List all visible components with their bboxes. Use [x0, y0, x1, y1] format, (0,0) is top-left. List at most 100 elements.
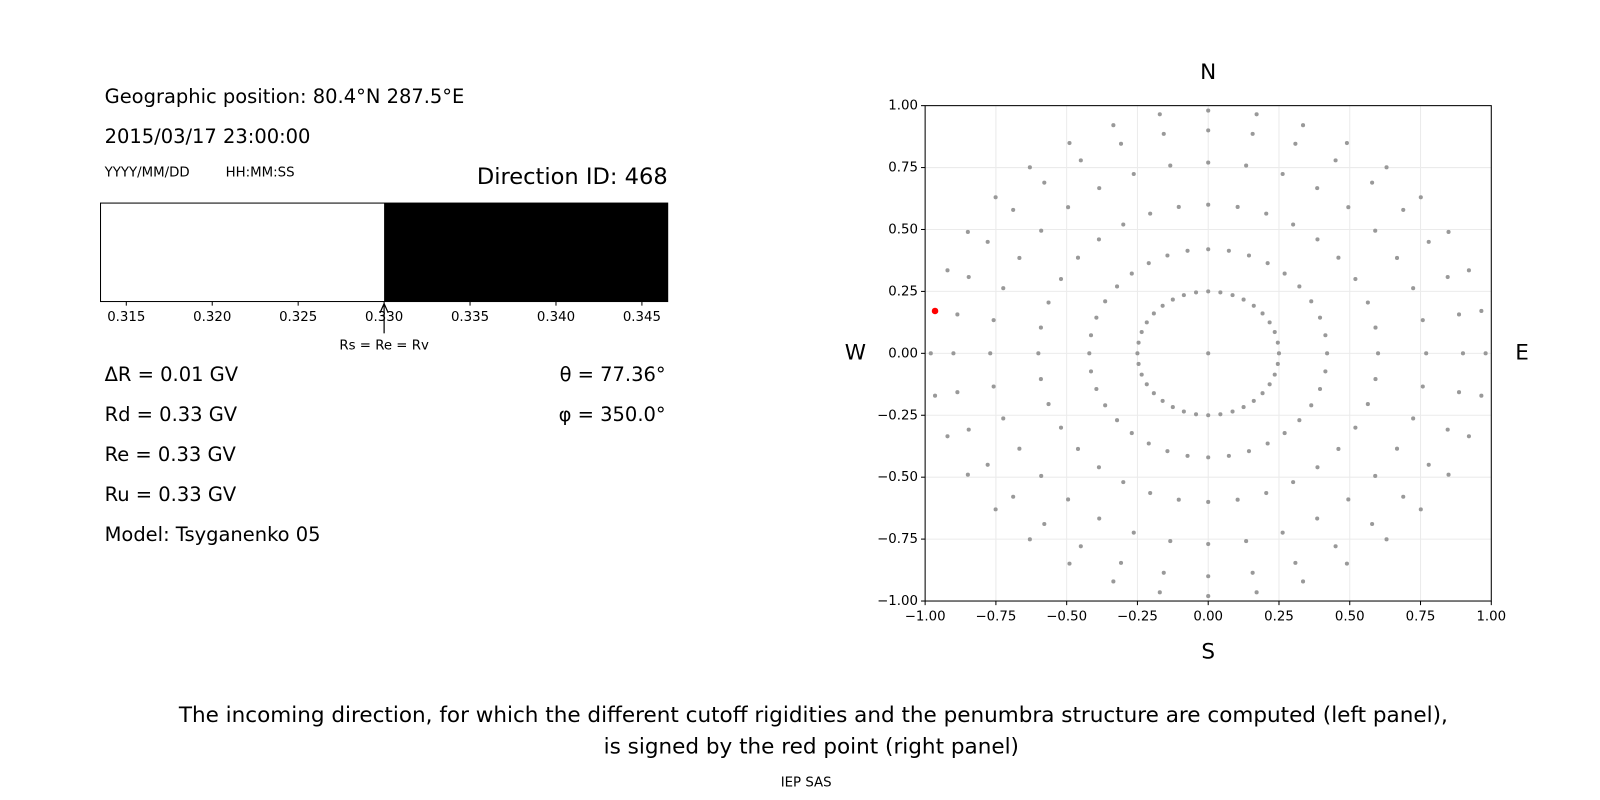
direction-point	[1293, 141, 1298, 146]
direction-point	[966, 274, 971, 280]
direction-point	[1066, 205, 1071, 210]
direction-point	[966, 427, 971, 432]
direction-point	[1111, 123, 1116, 128]
direction-point	[1265, 261, 1270, 266]
direction-point	[1333, 158, 1338, 163]
info-angle: φ = 350.0°	[559, 403, 666, 426]
y-tick-label: 0.25	[888, 284, 918, 299]
direction-point	[1170, 405, 1175, 410]
direction-point	[1176, 204, 1181, 209]
direction-point	[1027, 165, 1032, 170]
direction-point	[1206, 108, 1211, 113]
direction-point	[1346, 497, 1351, 502]
direction-point	[1185, 248, 1190, 253]
direction-point	[1275, 361, 1280, 367]
direction-point	[1165, 449, 1170, 454]
direction-point	[1297, 418, 1302, 423]
direction-point	[1103, 299, 1108, 304]
compass-label: E	[1515, 340, 1529, 365]
direction-point	[1315, 465, 1320, 470]
direction-point	[1420, 384, 1425, 389]
direction-point	[1315, 237, 1320, 242]
direction-point	[1218, 412, 1223, 417]
direction-point	[1353, 425, 1358, 430]
direction-id: Direction ID: 468	[477, 164, 668, 190]
direction-point	[1260, 311, 1265, 316]
direction-point	[985, 462, 990, 467]
direction-point	[1115, 418, 1120, 423]
direction-point	[1058, 425, 1064, 430]
direction-point	[1250, 570, 1255, 575]
direction-point	[1309, 403, 1314, 408]
direction-point	[1251, 398, 1256, 403]
direction-point	[1011, 494, 1016, 499]
direction-point	[1168, 163, 1173, 168]
direction-point	[1373, 325, 1378, 330]
direction-point	[1144, 382, 1149, 387]
direction-point	[945, 434, 950, 439]
direction-point	[1365, 300, 1370, 305]
x-tick-label: 0.320	[193, 310, 231, 325]
x-tick-label: −0.25	[1117, 609, 1158, 624]
x-tick-label: 0.335	[451, 310, 489, 325]
annotation-label: Rs = Re = Rv	[339, 339, 429, 354]
direction-point	[1456, 390, 1462, 395]
direction-point	[993, 507, 998, 512]
direction-point	[1254, 112, 1259, 117]
direction-point	[1394, 255, 1400, 261]
direction-point	[1176, 497, 1181, 502]
direction-point	[1161, 570, 1166, 575]
direction-point	[1483, 351, 1488, 356]
direction-point	[1067, 140, 1072, 146]
direction-point	[1309, 299, 1314, 304]
direction-point	[1241, 297, 1246, 302]
direction-point	[1426, 462, 1431, 467]
direction-point	[951, 351, 956, 356]
direction-point	[1365, 402, 1370, 407]
direction-point	[1230, 293, 1235, 298]
direction-point	[1193, 290, 1199, 295]
direction-point	[1151, 391, 1156, 396]
direction-point	[1251, 303, 1256, 308]
direction-point	[1042, 180, 1047, 185]
x-tick-label: 0.345	[623, 310, 661, 325]
direction-point	[1088, 369, 1094, 374]
direction-point	[1336, 255, 1341, 260]
direction-point	[1411, 286, 1416, 291]
direction-point	[1446, 472, 1451, 477]
direction-point	[1293, 560, 1298, 565]
direction-point	[1121, 222, 1126, 227]
direction-point	[1136, 361, 1141, 367]
x-tick-label: 0.25	[1264, 609, 1294, 624]
direction-point	[1370, 180, 1375, 185]
y-tick-label: −0.50	[877, 470, 918, 485]
y-tick-label: 1.00	[888, 99, 918, 114]
direction-point	[1275, 340, 1280, 345]
date-format: YYYY/MM/DD	[104, 165, 190, 180]
direction-point	[1264, 211, 1269, 216]
direction-point	[1346, 205, 1351, 210]
direction-point	[1250, 131, 1255, 136]
y-tick-label: −0.75	[877, 532, 918, 547]
direction-point	[1103, 403, 1108, 408]
direction-point	[1075, 446, 1081, 451]
direction-point	[1226, 248, 1231, 253]
direction-point	[1373, 377, 1378, 382]
direction-point	[1193, 412, 1199, 417]
direction-point	[1370, 521, 1375, 527]
direction-point	[1325, 351, 1330, 356]
direction-point	[1097, 516, 1102, 521]
direction-point	[1317, 386, 1323, 392]
direction-point	[1001, 286, 1006, 291]
direction-point	[955, 390, 960, 395]
direction-point	[1291, 480, 1296, 485]
direction-point	[1017, 446, 1022, 451]
x-tick-label: 0.340	[537, 310, 575, 325]
direction-point	[1479, 393, 1484, 398]
direction-point	[1246, 253, 1252, 258]
x-tick-label: 0.75	[1406, 609, 1436, 624]
direction-point	[1097, 186, 1102, 191]
direction-point	[1129, 431, 1134, 436]
direction-point	[1181, 293, 1186, 298]
